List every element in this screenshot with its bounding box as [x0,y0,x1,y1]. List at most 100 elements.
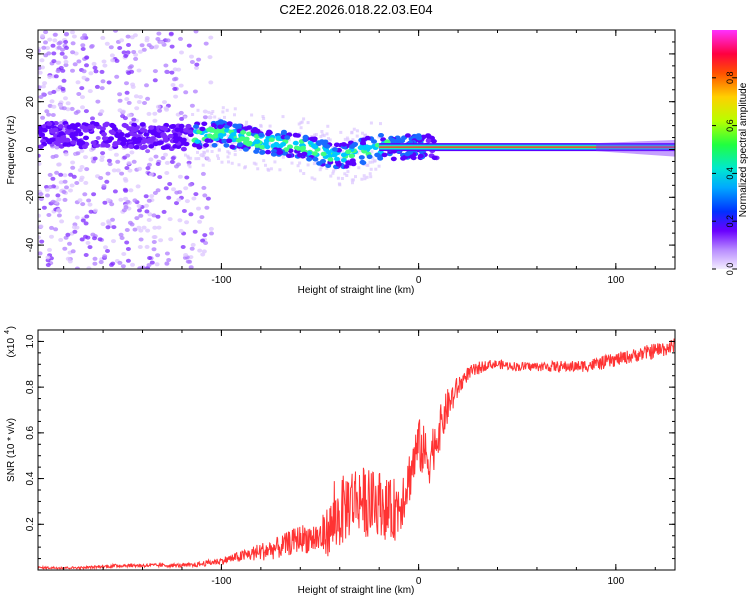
spectrogram-cell [109,122,116,128]
spectrogram-cell [75,80,81,85]
spectrogram-cell [280,131,287,136]
spectrogram-cell [138,213,144,218]
spectrogram-cell [51,89,57,94]
spectrogram-cell [264,163,267,167]
spectrogram-cell [87,89,93,94]
spectrogram-cell [169,70,175,75]
spectrogram-cell [106,80,112,85]
spectrogram-cell [131,122,138,128]
spectrogram-cell [346,138,350,142]
spectrogram-cell [343,137,347,141]
spectrogram-cell [117,108,123,113]
spectrogram-cell [166,258,172,262]
spectrogram-cell [206,133,213,138]
spectrogram-cell [162,100,167,105]
spectrogram-cell [320,151,327,157]
spectrogram-cell [93,121,100,127]
spectrogram-cell [76,92,82,96]
spectrogram-cell [92,156,98,161]
spectrogram-cell [169,44,175,49]
spectrogram-cell [51,59,57,64]
spectrogram-cell [61,106,67,111]
spectrogram-cell [141,225,147,230]
spectrogram-cell [38,66,42,71]
spectrogram-cell [355,134,359,138]
spectrogram-cell [160,145,167,150]
spectrogram-cell [62,179,68,184]
spectrogram-cell [56,208,61,213]
spectrogram-cell [64,31,70,36]
spectrogram-cell [81,75,87,80]
spectrogram-cell [64,130,71,135]
spectrogram-cell [72,229,78,234]
spectrogram-cell [240,130,247,135]
spectrogram-cell [312,156,319,162]
spectrogram-cell [145,149,151,154]
spectrogram-cell [79,86,85,91]
spectrogram-cell [158,238,164,243]
spectrogram-cell [292,132,299,138]
spectrogram-cell [246,125,253,130]
spectrogram-ticks: -100 0 100 -40 -20 0 20 40 [25,30,675,286]
spectrogram-cell [136,204,142,208]
spectrogram-cell [326,124,330,128]
spectrogram-cell [70,68,75,73]
snr-ticks: -100 0 100 0.2 0.4 0.6 0.8 1.0 [25,330,675,587]
spectrogram-cell [134,216,140,221]
spectrogram-cell [404,133,411,138]
spectrogram-cell [379,122,382,126]
spectrogram-cell [99,126,106,131]
spectrogram-xtick-label: 100 [607,275,624,286]
spectrogram-cell [70,30,75,35]
spectrogram-cell [56,60,62,65]
spectrogram-cell [430,139,437,144]
spectrogram-cell [75,151,81,156]
spectrogram-cell [265,131,272,137]
spectrogram-cell [148,157,154,162]
spectrogram-cell [139,127,146,133]
spectrogram-cell [125,247,131,251]
spectrogram-cell [138,237,144,242]
spectrogram-cell [268,137,275,142]
spectrogram-cell [38,153,41,158]
spectrogram-cell [164,261,170,266]
spectrogram-cell [132,227,138,232]
spectrogram-cell [339,157,343,161]
spectrogram-cell [207,55,213,60]
spectrogram-cell [178,123,185,129]
spectrogram-cell [126,100,132,105]
spectrogram-cell [51,51,57,56]
spectrogram-cell [41,128,48,133]
snr-scale-exponent: 4 [4,330,11,334]
spectrogram-cell [167,182,173,186]
spectrogram-cell [122,177,128,181]
spectrogram-cell [178,110,184,115]
spectrogram-cell [45,193,50,198]
spectrogram-cell [113,30,118,33]
spectrogram-cell [184,153,187,157]
spectrogram-cell [44,109,50,114]
spectrogram-cell [128,188,134,193]
spectrogram-cell [78,178,84,182]
spectrogram-cell [83,221,89,226]
spectrogram-cell [123,54,129,58]
spectrogram-cell [200,252,206,257]
spectrogram-cell [76,59,82,64]
spectrogram-cell [125,199,131,204]
spectrogram-cell [351,138,355,142]
spectrogram-cell [65,101,71,106]
spectrogram-cell [233,153,237,157]
spectrogram-cell [58,131,65,136]
spectrogram-cell [183,141,190,147]
spectrogram-cell [88,209,94,214]
spectrogram-cell [183,90,189,95]
spectrogram-cell [115,159,121,164]
spectrogram-cell [185,259,191,264]
spectrogram-cell [337,182,341,186]
spectrogram-ytick-label: -40 [25,237,36,252]
spectrogram-cell [133,94,139,99]
spectrogram-cell [147,129,154,134]
spectrogram-cell [146,162,152,167]
spectrogram-cell [149,260,155,265]
colorbar-tick-label: 0.6 [725,119,735,132]
